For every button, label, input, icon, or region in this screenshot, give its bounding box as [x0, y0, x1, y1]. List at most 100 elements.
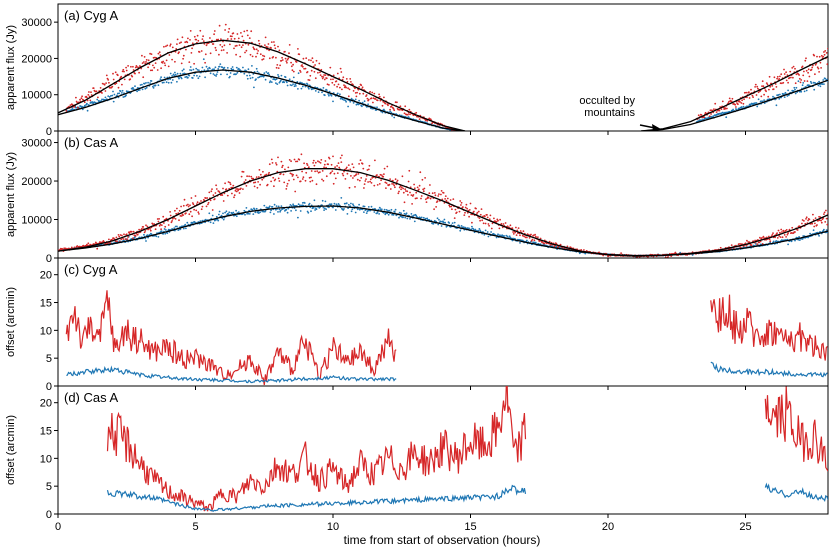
data-point [354, 211, 357, 214]
data-point [330, 171, 332, 174]
data-point [232, 184, 235, 187]
data-point [797, 80, 800, 83]
data-point [311, 57, 314, 60]
data-point [149, 82, 152, 84]
data-point [497, 219, 499, 222]
data-point [202, 58, 205, 61]
y-axis-label: apparent flux (Jy) [5, 25, 17, 110]
data-point [83, 104, 86, 107]
data-point [758, 241, 761, 244]
data-point [167, 81, 170, 84]
data-point [176, 225, 178, 228]
data-point [760, 95, 763, 98]
data-point [785, 236, 787, 238]
data-point [125, 94, 127, 96]
data-point [247, 68, 250, 71]
data-point [394, 101, 397, 104]
data-point [352, 203, 354, 206]
data-point [548, 240, 551, 243]
data-point [183, 72, 186, 75]
data-point [199, 29, 202, 32]
data-point [182, 57, 185, 60]
data-point [299, 81, 302, 84]
data-point [506, 235, 509, 238]
data-point [757, 87, 759, 90]
data-point [126, 238, 129, 241]
data-point [229, 75, 231, 78]
data-point [808, 75, 811, 78]
data-point [805, 89, 808, 92]
data-point [277, 67, 280, 69]
data-point [440, 193, 442, 196]
data-point [289, 172, 292, 175]
data-point [288, 52, 290, 55]
data-point [489, 214, 492, 217]
data-point [436, 217, 439, 220]
data-point [116, 74, 119, 77]
data-point [226, 38, 229, 40]
data-point [431, 192, 434, 195]
data-point [176, 80, 178, 83]
data-point [314, 170, 316, 173]
data-point [264, 44, 266, 46]
data-point [169, 45, 172, 47]
data-point [319, 71, 321, 74]
data-point [460, 204, 462, 206]
data-point [226, 194, 229, 197]
data-point [271, 206, 274, 208]
data-point [187, 76, 189, 79]
data-point [333, 202, 336, 205]
data-point [319, 162, 322, 164]
data-point [114, 71, 117, 74]
data-point [378, 95, 381, 98]
data-point [336, 165, 338, 167]
data-point [381, 111, 384, 114]
data-point [81, 105, 83, 108]
data-point [179, 215, 182, 217]
data-point [257, 181, 259, 183]
data-point [763, 93, 765, 96]
data-point [173, 217, 176, 219]
data-point [217, 219, 220, 222]
data-point [255, 207, 258, 210]
data-point [422, 216, 425, 219]
data-point [275, 205, 278, 208]
data-point [184, 223, 187, 226]
data-point [134, 235, 137, 237]
data-point [365, 94, 368, 96]
data-point [241, 35, 244, 38]
data-point [825, 52, 828, 54]
data-point [293, 158, 296, 161]
data-point [358, 99, 360, 102]
data-point [808, 218, 811, 221]
data-point [144, 87, 147, 90]
data-point [451, 208, 453, 211]
data-point [238, 44, 241, 46]
data-point [301, 85, 304, 88]
data-point [81, 95, 83, 98]
data-point [167, 65, 170, 68]
data-point [437, 223, 440, 226]
data-point [243, 209, 246, 212]
data-point [310, 69, 313, 72]
data-point [308, 176, 311, 179]
data-point [390, 111, 393, 114]
data-point [820, 54, 823, 57]
data-point [147, 66, 150, 69]
data-point [86, 102, 88, 105]
data-point [329, 66, 332, 69]
data-point [801, 238, 804, 240]
data-point [440, 190, 443, 192]
data-point [772, 95, 774, 98]
data-point [807, 219, 809, 222]
data-point [755, 94, 758, 96]
data-point [383, 212, 385, 214]
data-point [779, 82, 782, 85]
data-point [105, 82, 107, 84]
data-point [798, 239, 801, 242]
data-point [775, 240, 778, 242]
data-point [142, 226, 145, 228]
data-point [270, 180, 272, 183]
data-point [524, 236, 527, 239]
data-point [559, 243, 562, 246]
